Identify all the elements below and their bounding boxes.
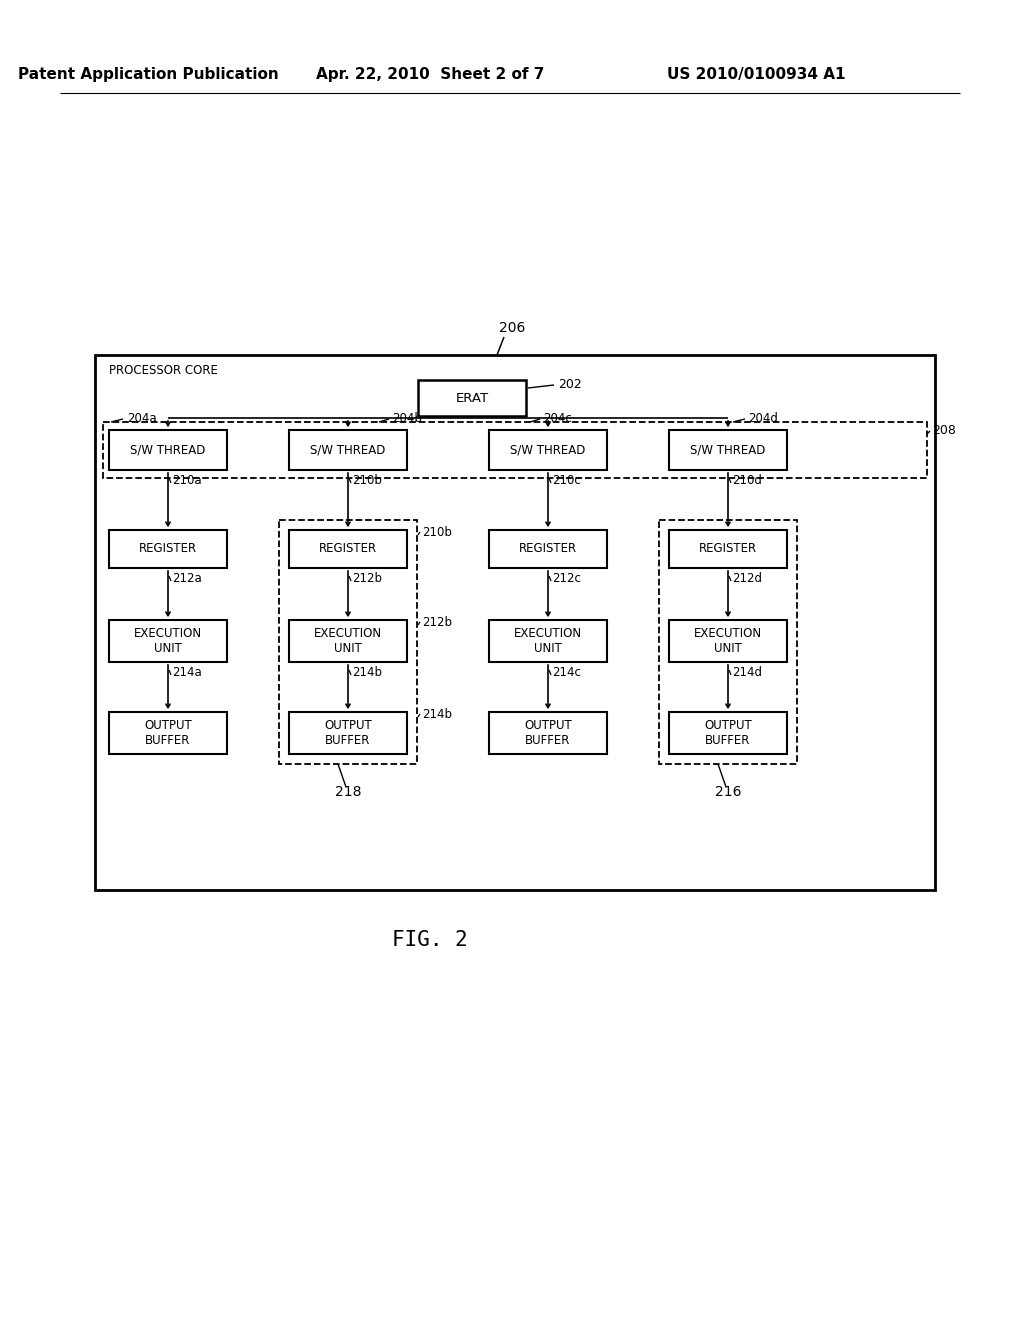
Text: OUTPUT
BUFFER: OUTPUT BUFFER [325,719,372,747]
Text: OUTPUT
BUFFER: OUTPUT BUFFER [705,719,752,747]
Text: 208: 208 [932,424,955,437]
Text: 204a: 204a [127,412,157,425]
Bar [489,430,607,470]
Text: ERAT: ERAT [456,392,488,404]
Text: REGISTER: REGISTER [318,543,377,556]
Bar [289,620,407,663]
Text: 210c: 210c [552,474,581,487]
Bar [95,355,935,890]
Text: 210a: 210a [172,474,202,487]
Bar [289,531,407,568]
Text: 214c: 214c [552,665,581,678]
Bar [109,531,227,568]
Text: 214a: 214a [172,665,202,678]
Text: S/W THREAD: S/W THREAD [510,444,586,457]
Text: 210d: 210d [732,474,762,487]
Text: REGISTER: REGISTER [139,543,197,556]
Text: 210b: 210b [422,527,452,540]
Text: Apr. 22, 2010  Sheet 2 of 7: Apr. 22, 2010 Sheet 2 of 7 [315,67,544,82]
Bar [418,380,526,416]
Bar [669,430,787,470]
Text: EXECUTION
UNIT: EXECUTION UNIT [134,627,202,655]
Text: 214b: 214b [422,709,452,722]
Bar [109,711,227,754]
Text: S/W THREAD: S/W THREAD [310,444,386,457]
Bar [109,430,227,470]
Text: 204c: 204c [543,412,571,425]
Text: 218: 218 [335,785,361,799]
Text: 216: 216 [715,785,741,799]
Text: PROCESSOR CORE: PROCESSOR CORE [109,363,217,376]
Text: S/W THREAD: S/W THREAD [130,444,206,457]
Text: 212c: 212c [552,572,581,585]
Bar [279,520,417,764]
Text: 204b: 204b [392,412,422,425]
Bar [489,620,607,663]
Text: 212b: 212b [422,616,452,630]
Text: EXECUTION
UNIT: EXECUTION UNIT [694,627,762,655]
Text: OUTPUT
BUFFER: OUTPUT BUFFER [524,719,571,747]
Text: Patent Application Publication: Patent Application Publication [17,67,279,82]
Text: S/W THREAD: S/W THREAD [690,444,766,457]
Bar [489,711,607,754]
Bar [289,711,407,754]
Text: 206: 206 [499,321,525,335]
Text: 204d: 204d [748,412,778,425]
Text: 214d: 214d [732,665,762,678]
Text: EXECUTION
UNIT: EXECUTION UNIT [514,627,582,655]
Bar [103,422,927,478]
Bar [109,620,227,663]
Text: OUTPUT
BUFFER: OUTPUT BUFFER [144,719,191,747]
Bar [669,620,787,663]
Text: REGISTER: REGISTER [519,543,578,556]
Text: FIG. 2: FIG. 2 [392,931,468,950]
Text: US 2010/0100934 A1: US 2010/0100934 A1 [667,67,845,82]
Bar [669,531,787,568]
Text: EXECUTION
UNIT: EXECUTION UNIT [314,627,382,655]
Text: 212a: 212a [172,572,202,585]
Text: REGISTER: REGISTER [699,543,757,556]
Bar [489,531,607,568]
Bar [659,520,797,764]
Text: 214b: 214b [352,665,382,678]
Text: 202: 202 [558,378,582,391]
Text: 212d: 212d [732,572,762,585]
Bar [289,430,407,470]
Text: 210b: 210b [352,474,382,487]
Text: 212b: 212b [352,572,382,585]
Bar [669,711,787,754]
